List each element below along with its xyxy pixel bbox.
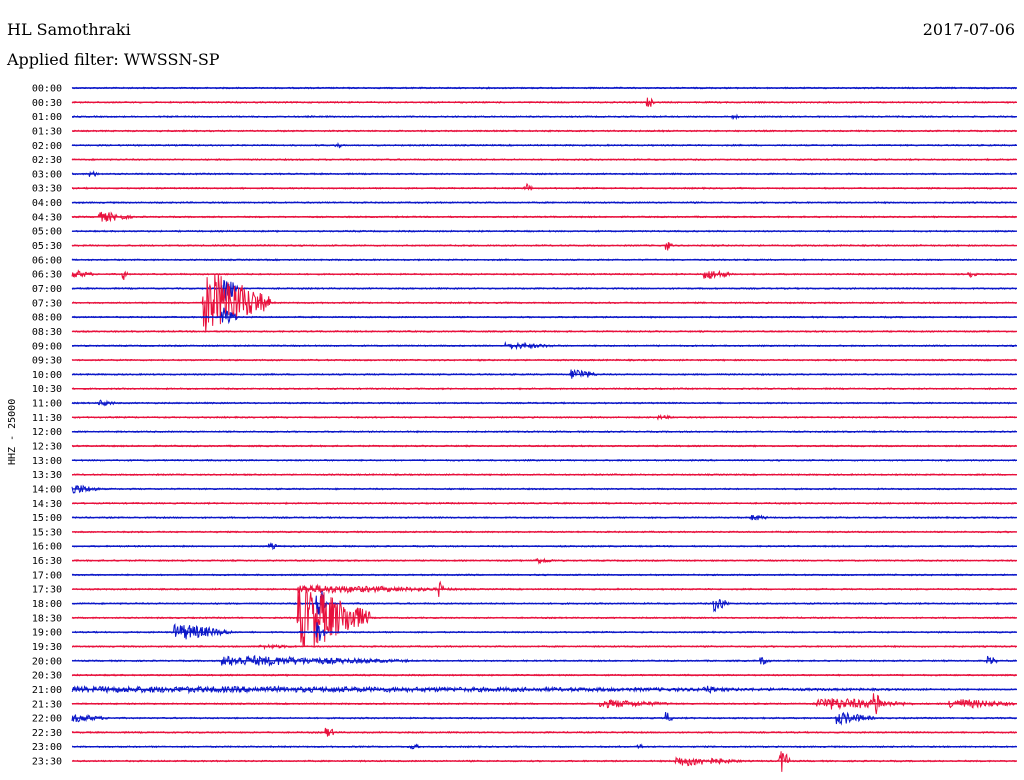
row-time-label: 09:00 xyxy=(32,341,62,352)
row-time-label: 19:30 xyxy=(32,642,62,653)
row-time-label: 02:00 xyxy=(32,141,62,152)
row-time-label: 11:30 xyxy=(32,413,62,424)
row-time-label: 03:30 xyxy=(32,184,62,195)
row-time-label: 10:30 xyxy=(32,384,62,395)
trace-line xyxy=(71,586,1017,647)
row-time-label: 04:30 xyxy=(32,212,62,223)
row-time-label: 05:00 xyxy=(32,227,62,238)
row-time-label: 15:00 xyxy=(32,513,62,524)
row-time-label: 14:00 xyxy=(32,484,62,495)
channel-label: HHZ - 25000 xyxy=(7,399,18,465)
row-time-label: 16:00 xyxy=(32,542,62,553)
row-time-label: 00:00 xyxy=(32,84,62,95)
row-time-label: 16:30 xyxy=(32,556,62,567)
row-time-label: 01:30 xyxy=(32,126,62,137)
row-time-label: 12:00 xyxy=(32,427,62,438)
row-time-label: 09:30 xyxy=(32,356,62,367)
row-time-label: 18:30 xyxy=(32,613,62,624)
row-time-label: 07:30 xyxy=(32,298,62,309)
row-time-label: 22:00 xyxy=(32,714,62,725)
row-time-label: 13:00 xyxy=(32,456,62,467)
date-label: 2017-07-06 xyxy=(922,20,1015,39)
trace-line xyxy=(71,182,1017,191)
trace-line xyxy=(71,279,1017,301)
row-time-label: 14:30 xyxy=(32,499,62,510)
row-time-label: 01:00 xyxy=(32,112,62,123)
row-time-label: 12:30 xyxy=(32,442,62,453)
row-time-label: 03:00 xyxy=(32,169,62,180)
row-time-label: 17:00 xyxy=(32,570,62,581)
row-time-label: 04:00 xyxy=(32,198,62,209)
station-title: HL Samothraki xyxy=(7,20,131,39)
trace-line xyxy=(71,242,1017,251)
trace-line xyxy=(71,269,1017,280)
row-time-label: 08:00 xyxy=(32,313,62,324)
row-time-label: 23:30 xyxy=(32,757,62,768)
tick-group: 00:00 00:30 01:00 01:30 02:00 02:30 03:00 03:30… xyxy=(32,84,62,768)
row-time-label: 07:00 xyxy=(32,284,62,295)
row-time-label: 11:00 xyxy=(32,399,62,410)
row-time-label: 13:30 xyxy=(32,470,62,481)
row-time-label: 02:30 xyxy=(32,155,62,166)
row-time-label: 18:00 xyxy=(32,599,62,610)
row-time-label: 06:30 xyxy=(32,270,62,281)
filter-label: Applied filter: WWSSN-SP xyxy=(7,50,220,69)
row-time-label: 15:30 xyxy=(32,527,62,538)
row-time-label: 00:30 xyxy=(32,98,62,109)
trace-group xyxy=(71,86,1017,772)
row-time-label: 06:00 xyxy=(32,255,62,266)
row-time-label: 08:30 xyxy=(32,327,62,338)
row-time-label: 20:00 xyxy=(32,656,62,667)
row-time-label: 17:30 xyxy=(32,585,62,596)
row-time-label: 22:30 xyxy=(32,728,62,739)
row-time-label: 23:00 xyxy=(32,742,62,753)
row-time-label: 20:30 xyxy=(32,671,62,682)
row-time-label: 21:30 xyxy=(32,699,62,710)
row-time-label: 19:00 xyxy=(32,628,62,639)
row-time-label: 10:00 xyxy=(32,370,62,381)
row-time-label: 05:30 xyxy=(32,241,62,252)
row-time-label: 21:00 xyxy=(32,685,62,696)
